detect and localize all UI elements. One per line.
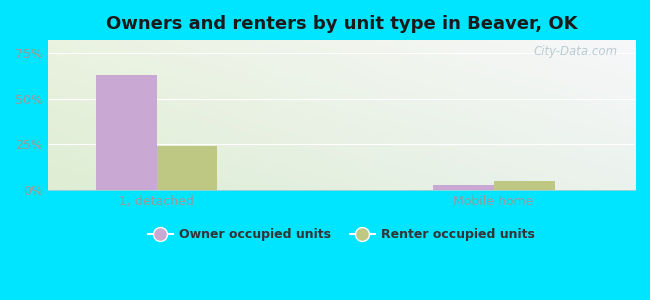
Text: City-Data.com: City-Data.com bbox=[533, 45, 618, 58]
Bar bbox=[157, 146, 218, 190]
Bar bbox=[433, 185, 493, 190]
Bar bbox=[96, 75, 157, 190]
Bar bbox=[493, 181, 554, 190]
Title: Owners and renters by unit type in Beaver, OK: Owners and renters by unit type in Beave… bbox=[106, 15, 577, 33]
Legend: Owner occupied units, Renter occupied units: Owner occupied units, Renter occupied un… bbox=[143, 224, 540, 246]
